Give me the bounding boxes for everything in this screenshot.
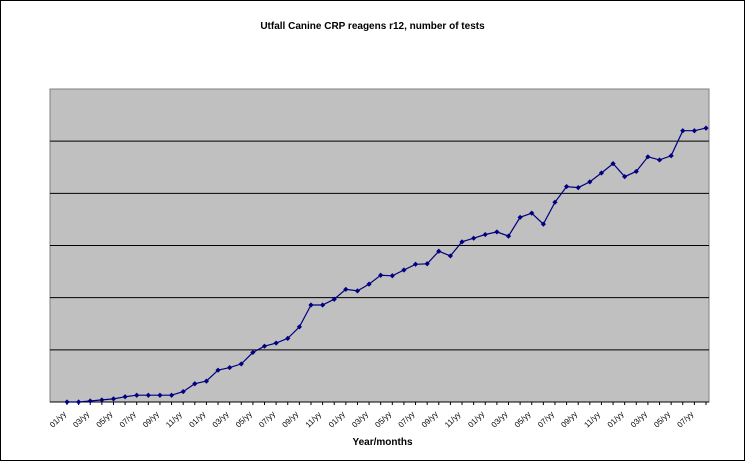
- x-tick-label: 07/yy: [397, 410, 417, 430]
- data-point: [668, 153, 674, 159]
- x-tick-label: 11/yy: [304, 410, 323, 429]
- x-tick-label: 01/yy: [606, 410, 626, 430]
- x-tick-label: 07/yy: [675, 410, 695, 430]
- data-point: [250, 349, 256, 356]
- data-point: [157, 392, 163, 398]
- x-tick-label: 05/yy: [234, 410, 254, 430]
- x-tick-label: 11/yy: [443, 410, 462, 429]
- data-point: [215, 367, 221, 373]
- data-point: [645, 154, 651, 160]
- gridlines: [50, 140, 709, 351]
- data-point: [656, 157, 663, 163]
- data-point: [110, 396, 117, 402]
- data-point: [633, 168, 639, 175]
- data-point: [587, 179, 593, 185]
- x-tick-label: 03/yy: [350, 410, 370, 430]
- x-tick-label: 01/yy: [48, 410, 68, 430]
- data-point: [598, 170, 605, 176]
- x-tick-label: 03/yy: [490, 410, 510, 430]
- data-point: [517, 214, 523, 220]
- data-point: [389, 273, 395, 279]
- data-point: [145, 392, 151, 398]
- data-point: [285, 335, 291, 341]
- data-point: [180, 388, 186, 395]
- data-point: [203, 378, 210, 384]
- x-tick-label: 03/yy: [71, 410, 91, 430]
- chart-title: Utfall Canine CRP reagens r12, number of…: [260, 21, 485, 32]
- data-point: [575, 184, 581, 191]
- x-tick-label: 01/yy: [327, 410, 347, 430]
- data-point: [308, 302, 314, 308]
- data-point: [494, 229, 500, 235]
- data-point: [412, 261, 419, 267]
- x-tick-label: 11/yy: [582, 410, 601, 429]
- data-point: [273, 340, 279, 346]
- x-axis: [50, 401, 709, 405]
- data-point: [610, 160, 616, 167]
- x-tick-label: 11/yy: [164, 410, 183, 429]
- data-point: [622, 174, 628, 180]
- data-point: [192, 381, 198, 387]
- data-point: [343, 286, 349, 292]
- x-tick-label: 03/yy: [211, 410, 231, 430]
- data-point: [99, 397, 105, 403]
- data-point: [320, 302, 326, 308]
- x-tick-label: 07/yy: [118, 410, 138, 430]
- data-point: [87, 398, 93, 404]
- x-tick-label: 03/yy: [629, 410, 649, 430]
- data-point: [366, 281, 372, 287]
- data-point: [354, 288, 361, 294]
- data-point: [691, 128, 697, 134]
- data-point: [261, 343, 268, 349]
- data-point: [459, 239, 465, 245]
- data-point: [436, 248, 442, 254]
- data-point: [529, 210, 535, 216]
- x-tick-label: 09/yy: [141, 410, 161, 430]
- data-point: [296, 324, 302, 330]
- data-point: [703, 125, 709, 131]
- data-point: [64, 399, 70, 405]
- x-tick-label: 01/yy: [187, 410, 207, 430]
- series: [64, 125, 709, 405]
- x-tick-labels: 01/yy 03/yy 05/yy 07/yy 09/yy 11/yy 01/yy 03/yy…: [48, 410, 695, 430]
- data-point: [122, 394, 128, 400]
- data-point: [505, 233, 512, 239]
- data-point: [134, 392, 140, 398]
- x-tick-label: 05/yy: [652, 410, 672, 430]
- data-point: [401, 267, 407, 273]
- data-point: [680, 128, 686, 134]
- x-tick-label: 09/yy: [280, 410, 300, 430]
- x-axis-label: Year/months: [352, 437, 413, 448]
- data-point: [552, 199, 558, 205]
- x-tick-label: 07/yy: [257, 410, 277, 430]
- data-point: [331, 296, 337, 302]
- x-tick-label: 09/yy: [559, 410, 579, 430]
- x-tick-label: 05/yy: [513, 410, 533, 430]
- x-tick-label: 05/yy: [95, 410, 115, 430]
- data-point: [563, 183, 570, 190]
- x-tick-label: 05/yy: [373, 410, 393, 430]
- data-point: [168, 392, 175, 398]
- data-point: [238, 361, 244, 367]
- data-point: [378, 272, 384, 278]
- data-point: [540, 221, 546, 227]
- data-point: [424, 261, 430, 267]
- x-tick-label: 07/yy: [536, 410, 556, 430]
- data-point: [447, 253, 453, 259]
- data-point: [76, 399, 82, 405]
- x-tick-label: 09/yy: [420, 410, 440, 430]
- data-point: [471, 235, 477, 241]
- data-point: [482, 231, 488, 238]
- x-tick-label: 01/yy: [466, 410, 486, 430]
- data-point: [227, 364, 233, 371]
